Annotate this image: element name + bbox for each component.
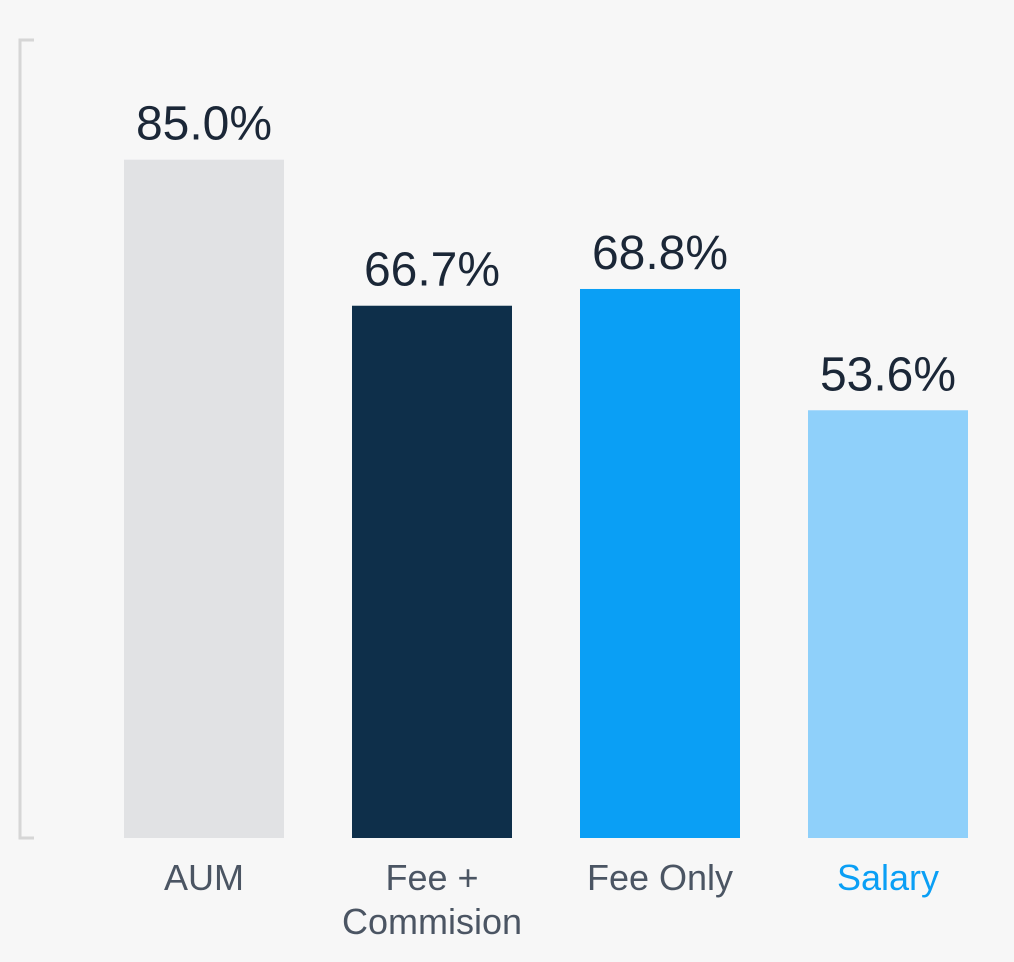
bar bbox=[352, 305, 512, 838]
axis-bracket-line bbox=[18, 38, 34, 840]
category-labels-group: AUM Fee +Commision Fee Only Salary bbox=[164, 857, 939, 942]
category-label: Salary bbox=[837, 857, 939, 898]
bar bbox=[580, 288, 740, 838]
value-label: 85.0% bbox=[136, 98, 272, 151]
value-label: 66.7% bbox=[364, 244, 500, 297]
bars-group bbox=[124, 159, 968, 838]
category-label: Fee + bbox=[385, 857, 478, 898]
bar bbox=[808, 410, 968, 838]
category-label: Commision bbox=[342, 901, 522, 942]
category-label: AUM bbox=[164, 857, 244, 898]
value-label: 53.6% bbox=[820, 348, 956, 401]
value-label: 68.8% bbox=[592, 227, 728, 280]
y-axis-bracket bbox=[18, 38, 34, 840]
category-label: Fee Only bbox=[587, 857, 733, 898]
value-labels-group: 85.0% 66.7% 68.8% 53.6% bbox=[136, 98, 956, 402]
bar bbox=[124, 159, 284, 838]
